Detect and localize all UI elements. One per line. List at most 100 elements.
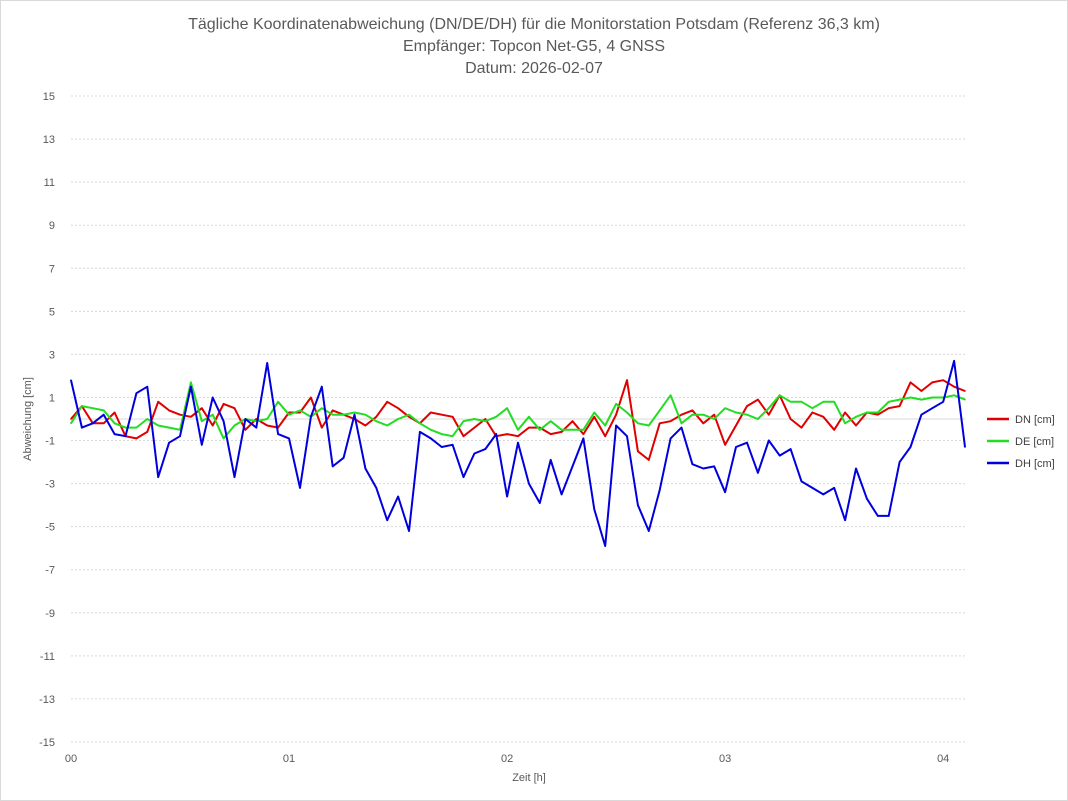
data-point [135, 426, 138, 429]
data-point [146, 385, 149, 388]
data-point [680, 426, 683, 429]
data-point [506, 433, 508, 435]
legend-item: DN [cm] [987, 414, 1055, 426]
y-axis-ticks: 15 13 11 9 7 5 3 1 -1 -3 -5 -7 -9 -11 -13 -15 [39, 91, 55, 749]
series-de [70, 381, 966, 440]
data-point [593, 416, 596, 418]
legend-label: DH [cm] [1015, 458, 1055, 470]
data-point [877, 515, 879, 517]
data-point [321, 407, 323, 410]
data-point [397, 495, 399, 498]
data-point [364, 467, 367, 470]
data-point [222, 403, 225, 405]
data-point [844, 411, 846, 414]
data-point [506, 407, 508, 410]
data-point [353, 411, 356, 414]
data-point [375, 487, 378, 489]
data-point [528, 416, 530, 418]
data-point [484, 418, 487, 420]
y-tick-label: 7 [49, 263, 55, 275]
data-point [451, 444, 454, 446]
data-point [70, 379, 72, 382]
data-point [691, 409, 694, 412]
data-point [844, 519, 846, 521]
data-point [102, 422, 105, 425]
y-tick-label: -3 [45, 479, 55, 491]
data-point [702, 422, 705, 425]
data-point [222, 420, 225, 423]
data-point [211, 424, 214, 427]
data-point [953, 385, 955, 388]
data-point [310, 416, 312, 418]
data-point [288, 413, 290, 416]
data-point [560, 493, 563, 496]
x-tick-label: 00 [65, 753, 77, 765]
data-point [440, 446, 443, 448]
data-point [92, 422, 94, 425]
data-point [866, 411, 868, 414]
y-tick-label: -1 [45, 436, 55, 448]
data-point [658, 489, 661, 491]
data-point [964, 446, 966, 448]
data-point [778, 454, 781, 457]
data-point [560, 429, 563, 431]
data-point [898, 461, 901, 463]
data-point [190, 416, 192, 418]
data-point [430, 429, 432, 431]
data-point [626, 379, 628, 382]
data-point [789, 448, 792, 450]
data-point [299, 411, 301, 414]
data-point [113, 422, 116, 425]
data-point [615, 403, 617, 405]
data-point [331, 409, 334, 412]
y-tick-label: -9 [45, 608, 55, 620]
data-point [768, 413, 770, 416]
data-point [201, 420, 203, 423]
data-point [669, 394, 672, 397]
data-point [549, 459, 552, 461]
data-point [102, 409, 105, 412]
data-point [833, 487, 835, 489]
data-point [375, 420, 378, 423]
data-point [604, 424, 606, 427]
data-point [201, 407, 203, 410]
data-point [887, 401, 890, 403]
data-point [866, 497, 868, 500]
data-point [462, 420, 465, 423]
data-point [898, 398, 901, 401]
series-line [70, 359, 966, 547]
data-point [931, 396, 934, 399]
data-point [582, 433, 585, 435]
data-point [920, 413, 923, 416]
legend-item: DH [cm] [987, 458, 1055, 470]
y-tick-label: -11 [40, 651, 55, 663]
data-point [691, 463, 694, 466]
y-tick-label: 3 [49, 349, 55, 361]
data-point [375, 416, 378, 418]
data-point [473, 418, 476, 420]
data-point [124, 426, 127, 429]
data-point [593, 508, 596, 511]
data-point [321, 385, 323, 388]
data-point [539, 502, 541, 504]
data-point [179, 435, 181, 438]
data-point [800, 480, 803, 483]
data-point [473, 452, 476, 455]
legend-label: DE [cm] [1015, 436, 1054, 448]
y-tick-label: -7 [45, 565, 55, 577]
y-tick-label: 9 [49, 220, 55, 232]
data-point [81, 426, 83, 429]
data-point [887, 407, 890, 410]
data-point [408, 416, 410, 418]
data-point [244, 418, 247, 420]
data-point [397, 407, 399, 410]
data-point [397, 418, 399, 420]
data-point [877, 413, 879, 416]
data-point [528, 482, 530, 485]
data-point [277, 433, 279, 435]
data-point [288, 437, 290, 440]
data-point [604, 435, 606, 438]
gridlines [71, 95, 965, 743]
data-point [942, 401, 944, 403]
